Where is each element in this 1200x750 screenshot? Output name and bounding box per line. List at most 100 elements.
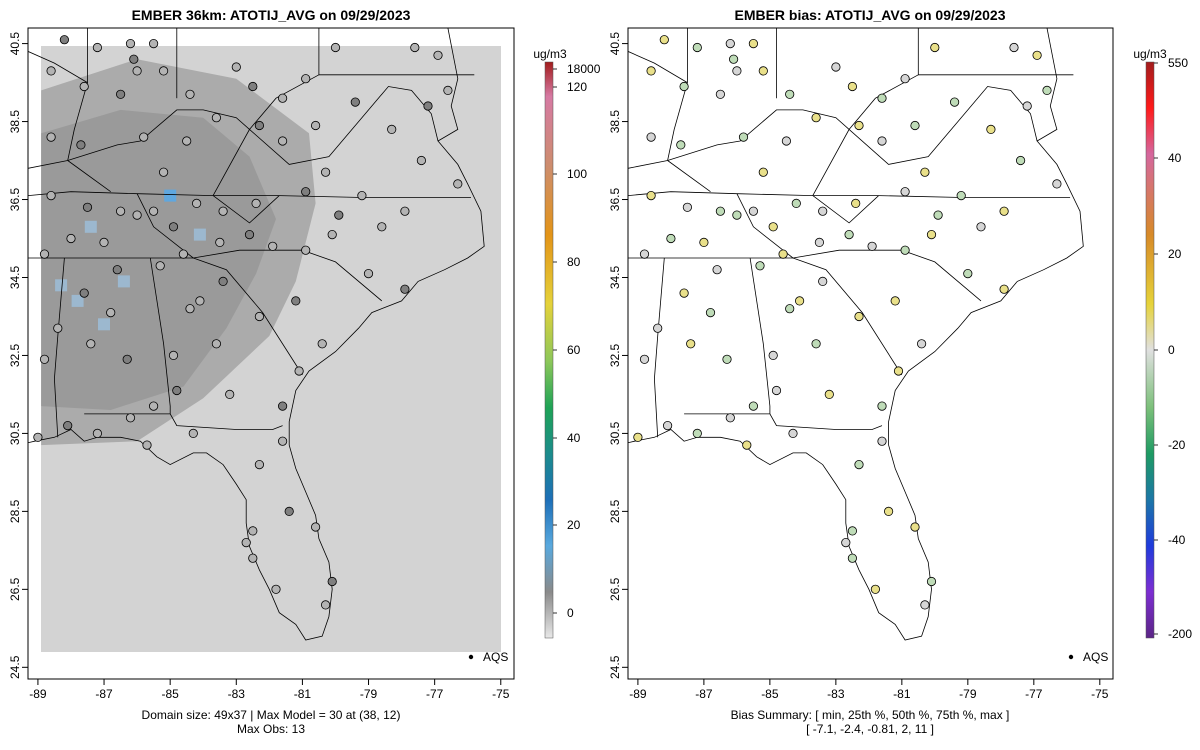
station-marker <box>357 191 367 201</box>
station-marker <box>327 576 337 587</box>
station-marker <box>301 74 311 84</box>
station-marker <box>666 233 676 244</box>
station-marker <box>692 428 702 438</box>
station-marker <box>847 526 858 536</box>
boundary-line <box>628 51 688 83</box>
x-tick-label: -87 <box>95 687 113 701</box>
boundary-line <box>67 160 111 193</box>
station-marker <box>758 167 768 177</box>
station-marker <box>646 132 656 142</box>
model-high-cell <box>164 189 177 202</box>
station-marker <box>755 261 765 271</box>
station-marker <box>963 268 973 279</box>
boundary-line <box>848 86 1038 165</box>
station-marker <box>811 339 821 349</box>
station-marker <box>139 132 149 142</box>
boundary-line <box>28 28 485 641</box>
station-marker <box>679 288 689 298</box>
station-marker <box>377 222 387 232</box>
station-marker <box>646 191 656 201</box>
station-marker <box>330 42 341 53</box>
x-tick-label: -83 <box>827 687 845 701</box>
colorbar-tick-label: 0 <box>567 606 574 620</box>
station-marker <box>254 311 264 322</box>
model-footer-line1: Domain size: 49x37 | Max Model = 30 at (… <box>142 708 401 722</box>
model-x-axis: -89 -87 -85 -83 -81 -79 -77 -75 <box>29 679 510 701</box>
boundary-line <box>149 257 171 414</box>
station-marker <box>712 265 722 275</box>
y-tick-label: 36.5 <box>8 188 22 212</box>
x-tick-label: -89 <box>29 687 47 701</box>
station-marker <box>794 296 805 306</box>
station-marker <box>33 432 43 442</box>
boundary-line <box>792 257 903 376</box>
station-marker <box>86 339 96 349</box>
y-tick-label: 38.5 <box>608 110 622 134</box>
station-marker <box>926 230 937 240</box>
station-marker <box>132 66 142 76</box>
station-marker <box>870 584 881 594</box>
x-tick-label: -81 <box>893 687 911 701</box>
x-tick-label: -79 <box>959 687 977 701</box>
station-marker <box>738 132 749 142</box>
station-marker <box>66 233 76 244</box>
station-marker <box>301 245 311 255</box>
station-marker <box>185 89 195 99</box>
station-marker <box>241 537 251 548</box>
station-marker <box>310 120 321 131</box>
station-marker <box>112 265 122 275</box>
station-marker <box>986 124 996 134</box>
station-marker <box>633 432 643 442</box>
colorbar-tick-label: 0 <box>1168 343 1175 357</box>
model-legend-label: AQS <box>483 650 508 664</box>
station-marker <box>400 206 410 216</box>
station-marker <box>1022 101 1032 111</box>
station-marker <box>920 600 930 610</box>
station-marker <box>149 38 159 49</box>
x-tick-label: -77 <box>426 687 444 701</box>
station-marker <box>877 436 887 446</box>
station-marker <box>841 537 851 548</box>
station-marker <box>722 354 732 364</box>
bias-footer-line1: Bias Summary: [ min, 25th %, 50th %, 75t… <box>731 708 1010 722</box>
station-marker <box>847 553 858 563</box>
bias-x-axis: -89 -87 -85 -83 -81 -79 -77 -75 <box>629 679 1109 701</box>
station-marker <box>99 237 109 247</box>
model-high-cell <box>55 279 68 292</box>
station-marker <box>400 284 410 294</box>
bias-panel: EMBER bias: ATOTIJ_AVG on 09/29/2023 -89… <box>608 7 1192 736</box>
station-marker <box>231 62 241 72</box>
station-marker <box>1009 42 1019 53</box>
station-marker <box>125 38 136 49</box>
station-marker <box>79 288 89 298</box>
station-marker <box>788 428 798 438</box>
y-tick-label: 24.5 <box>8 655 22 679</box>
boundary-line <box>28 109 250 169</box>
station-marker <box>854 459 864 470</box>
boundary-line <box>28 51 88 83</box>
x-tick-label: -75 <box>492 687 510 701</box>
station-marker <box>149 401 159 411</box>
x-tick-label: -83 <box>228 687 246 701</box>
station-marker <box>646 66 656 76</box>
colorbar-tick-label: 60 <box>567 343 581 357</box>
station-marker <box>653 323 663 333</box>
station-marker <box>639 249 650 259</box>
colorbar-tick-label: 40 <box>1168 151 1182 165</box>
boundary-line <box>67 28 88 161</box>
station-marker <box>277 436 288 446</box>
station-marker <box>159 66 169 76</box>
y-tick-label: 30.5 <box>8 421 22 445</box>
station-marker <box>818 276 828 286</box>
station-marker <box>900 74 910 84</box>
station-marker <box>877 93 887 103</box>
colorbar-tick-label: 550 <box>1168 56 1188 70</box>
station-marker <box>149 206 159 216</box>
station-marker <box>268 241 278 251</box>
station-marker <box>291 296 301 306</box>
station-marker <box>46 191 56 201</box>
bias-footer-line2: [ -7.1, -2.4, -0.81, 2, 11 ] <box>806 722 934 736</box>
boundary-line <box>53 257 65 438</box>
x-tick-label: -79 <box>360 687 378 701</box>
